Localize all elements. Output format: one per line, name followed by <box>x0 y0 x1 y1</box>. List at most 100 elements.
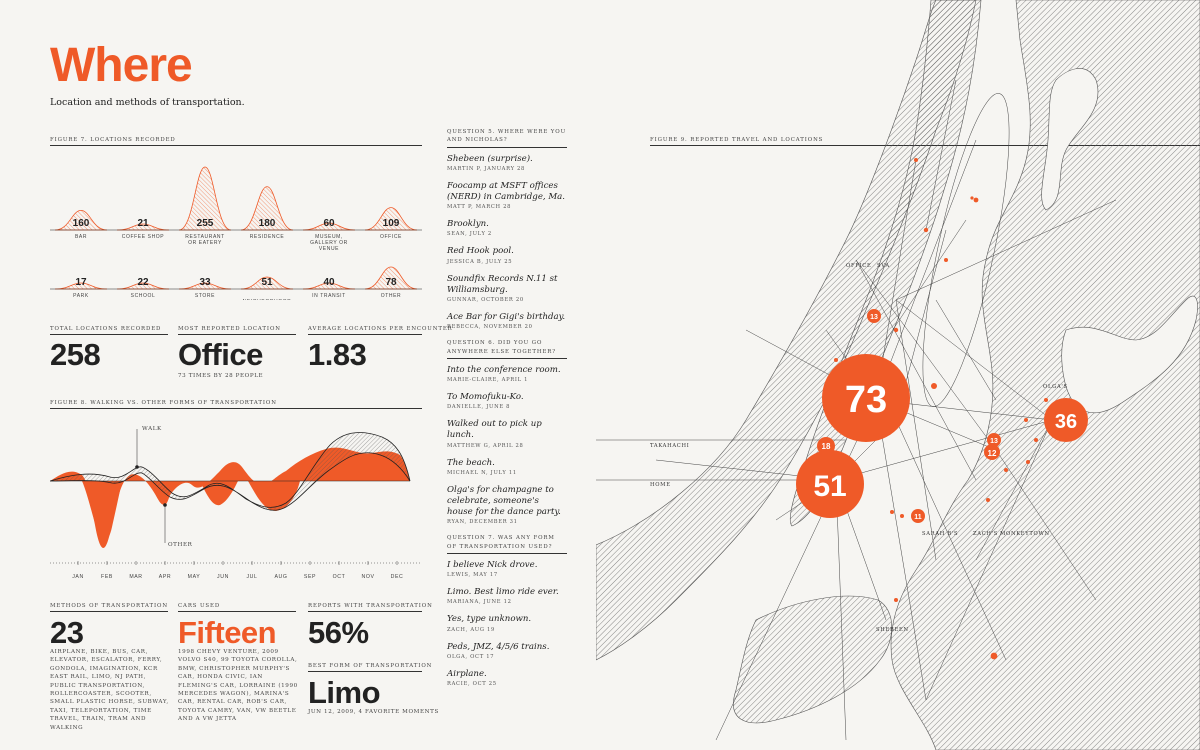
divider <box>178 611 296 612</box>
cars-label: Cars used <box>178 603 221 609</box>
location-value: 255 <box>197 218 214 229</box>
answer-text: Into the conference room. <box>447 364 561 375</box>
answer-text: Olga's for champagne to celebrate, someo… <box>447 484 561 518</box>
answer-author: Ryan, December 31 <box>447 519 518 526</box>
answer-item: Red Hook pool. Jessica B, July 25 <box>447 246 567 264</box>
land-lower-strip <box>733 595 892 724</box>
answer-item: Shebeen (surprise). Martin P, January 28 <box>447 154 567 172</box>
location-value: 51 <box>261 277 273 288</box>
location-hump <box>240 276 294 290</box>
total-locations-label: Total locations recorded <box>50 326 162 332</box>
answer-item: Soundfix Records N.11 st Williamsburg. Gu… <box>447 274 567 303</box>
land-queens-brooklyn <box>890 0 1200 750</box>
place-zachs: ZACH'S <box>973 531 999 537</box>
circle-12 <box>984 444 1000 460</box>
month-label: MAR <box>129 574 142 580</box>
best-value: Limo <box>308 675 381 710</box>
avg-locations-label: Average locations per encounter <box>308 326 453 332</box>
answer-text: The beach. <box>447 457 495 468</box>
location-value: 60 <box>323 218 335 229</box>
location-hump <box>178 166 232 231</box>
answer-text: Soundfix Records N.11 st Williamsburg. <box>447 273 558 295</box>
location-label: BAR <box>75 234 87 240</box>
location-value: 40 <box>323 277 335 288</box>
most-location-label: Most reported location <box>178 326 281 332</box>
circle-51 <box>796 450 864 518</box>
methods-label: Methods of transportation <box>50 603 168 609</box>
location-value: 180 <box>259 218 276 229</box>
answer-text: Peds, JMZ, 4/5/6 trains. <box>447 641 550 652</box>
location-hump <box>54 209 108 231</box>
month-label: APR <box>159 574 171 580</box>
location-value: 22 <box>137 277 149 288</box>
divider <box>308 334 422 335</box>
divider <box>50 334 168 335</box>
answer-item: The beach. Michael N, July 11 <box>447 458 567 476</box>
reports-value: 56% <box>308 615 369 650</box>
fig8-label: Figure 8. Walking vs. other forms of tra… <box>50 400 277 406</box>
walk-label: WALK <box>142 426 162 432</box>
circle-13a <box>867 309 881 323</box>
location-value: 33 <box>199 277 211 288</box>
land-new-jersey <box>596 0 977 661</box>
fig9-label: Figure 9. Reported travel and locations <box>650 137 824 143</box>
methods-value: 23 <box>50 615 84 650</box>
travel-map: 73 51 36 18 13 12 13 11 <box>596 0 1200 750</box>
location-label: IN TRANSIT <box>312 293 346 299</box>
place-office: OFFICE <box>846 263 872 269</box>
answer-item: Limo. Best limo ride ever. Mariana, June … <box>447 587 567 605</box>
answer-text: Foocamp at MSFT offices (NERD) in Cambri… <box>447 180 566 203</box>
location-label: MUSEUM, <box>315 234 343 240</box>
best-label: Best form of transportation <box>308 663 433 669</box>
other-area-below <box>82 481 300 542</box>
svg-text:36: 36 <box>1055 411 1077 433</box>
circle-73 <box>822 354 910 442</box>
answer-author: Zach, Aug 19 <box>447 626 496 633</box>
svg-text:51: 51 <box>813 470 846 503</box>
location-hump <box>240 186 294 231</box>
answer-text: Airplane. <box>447 668 487 679</box>
location-label: OFFICE <box>380 234 402 240</box>
svg-text:13: 13 <box>870 314 878 321</box>
answer-text: Yes, type unknown. <box>447 614 532 625</box>
location-label: GALLERY OR <box>310 240 348 246</box>
divider <box>50 145 422 146</box>
total-locations-value: 258 <box>50 337 101 372</box>
place-monkeytown: MONKEYTOWN <box>1000 531 1050 537</box>
answer-author: Gunnar, October 20 <box>447 296 524 303</box>
month-label: JUN <box>217 574 229 580</box>
answer-author: Martin P, January 28 <box>447 165 526 172</box>
divider <box>308 611 422 612</box>
answer-item: I believe Nick drove. Lewis, May 17 <box>447 560 567 578</box>
questions-column: Question 5. Where were you and Nicholas?… <box>447 128 567 696</box>
location-label: NEIGHBORHOOD <box>243 299 292 300</box>
month-label: JUL <box>246 574 257 580</box>
best-note: JUN 12, 2009, 4 FAVORITE MOMENTS <box>308 709 439 715</box>
answer-author: Racie, Oct 25 <box>447 680 497 687</box>
location-label: OTHER <box>381 293 402 299</box>
cars-list: 1998 CHEVY VENTURE, 2009 VOLVO S40, 99 T… <box>178 649 298 723</box>
place-sarahs: SARAH B'S <box>922 531 959 537</box>
most-location-value: Office <box>178 337 263 372</box>
answer-text: Red Hook pool. <box>447 246 514 257</box>
question-block: Question 6. Did you go anywhere else tog… <box>447 339 567 525</box>
question-block: Question 7. Was any form of transportati… <box>447 534 567 687</box>
answer-item: Yes, type unknown. Zach, Aug 19 <box>447 614 567 632</box>
divider <box>447 146 567 148</box>
place-sva: SVA <box>877 263 890 269</box>
place-olgas: OLGA'S <box>1043 384 1068 390</box>
location-value: 21 <box>137 218 149 229</box>
location-value: 109 <box>383 218 400 229</box>
answer-author: Danielle, June 8 <box>447 404 511 411</box>
answer-author: Mariana, June 12 <box>447 599 512 606</box>
circle-36 <box>1044 398 1088 442</box>
location-label: COFFEE SHOP <box>122 234 165 240</box>
answer-item: Walked out to pick up lunch. Matthew G, A… <box>447 419 567 448</box>
answer-item: Brooklyn. Sean, July 2 <box>447 219 567 237</box>
answer-text: Limo. Best limo ride ever. <box>447 587 559 598</box>
answer-item: Airplane. Racie, Oct 25 <box>447 669 567 687</box>
answer-text: I believe Nick drove. <box>447 560 538 570</box>
location-hump <box>364 266 418 290</box>
location-hump <box>116 223 170 231</box>
